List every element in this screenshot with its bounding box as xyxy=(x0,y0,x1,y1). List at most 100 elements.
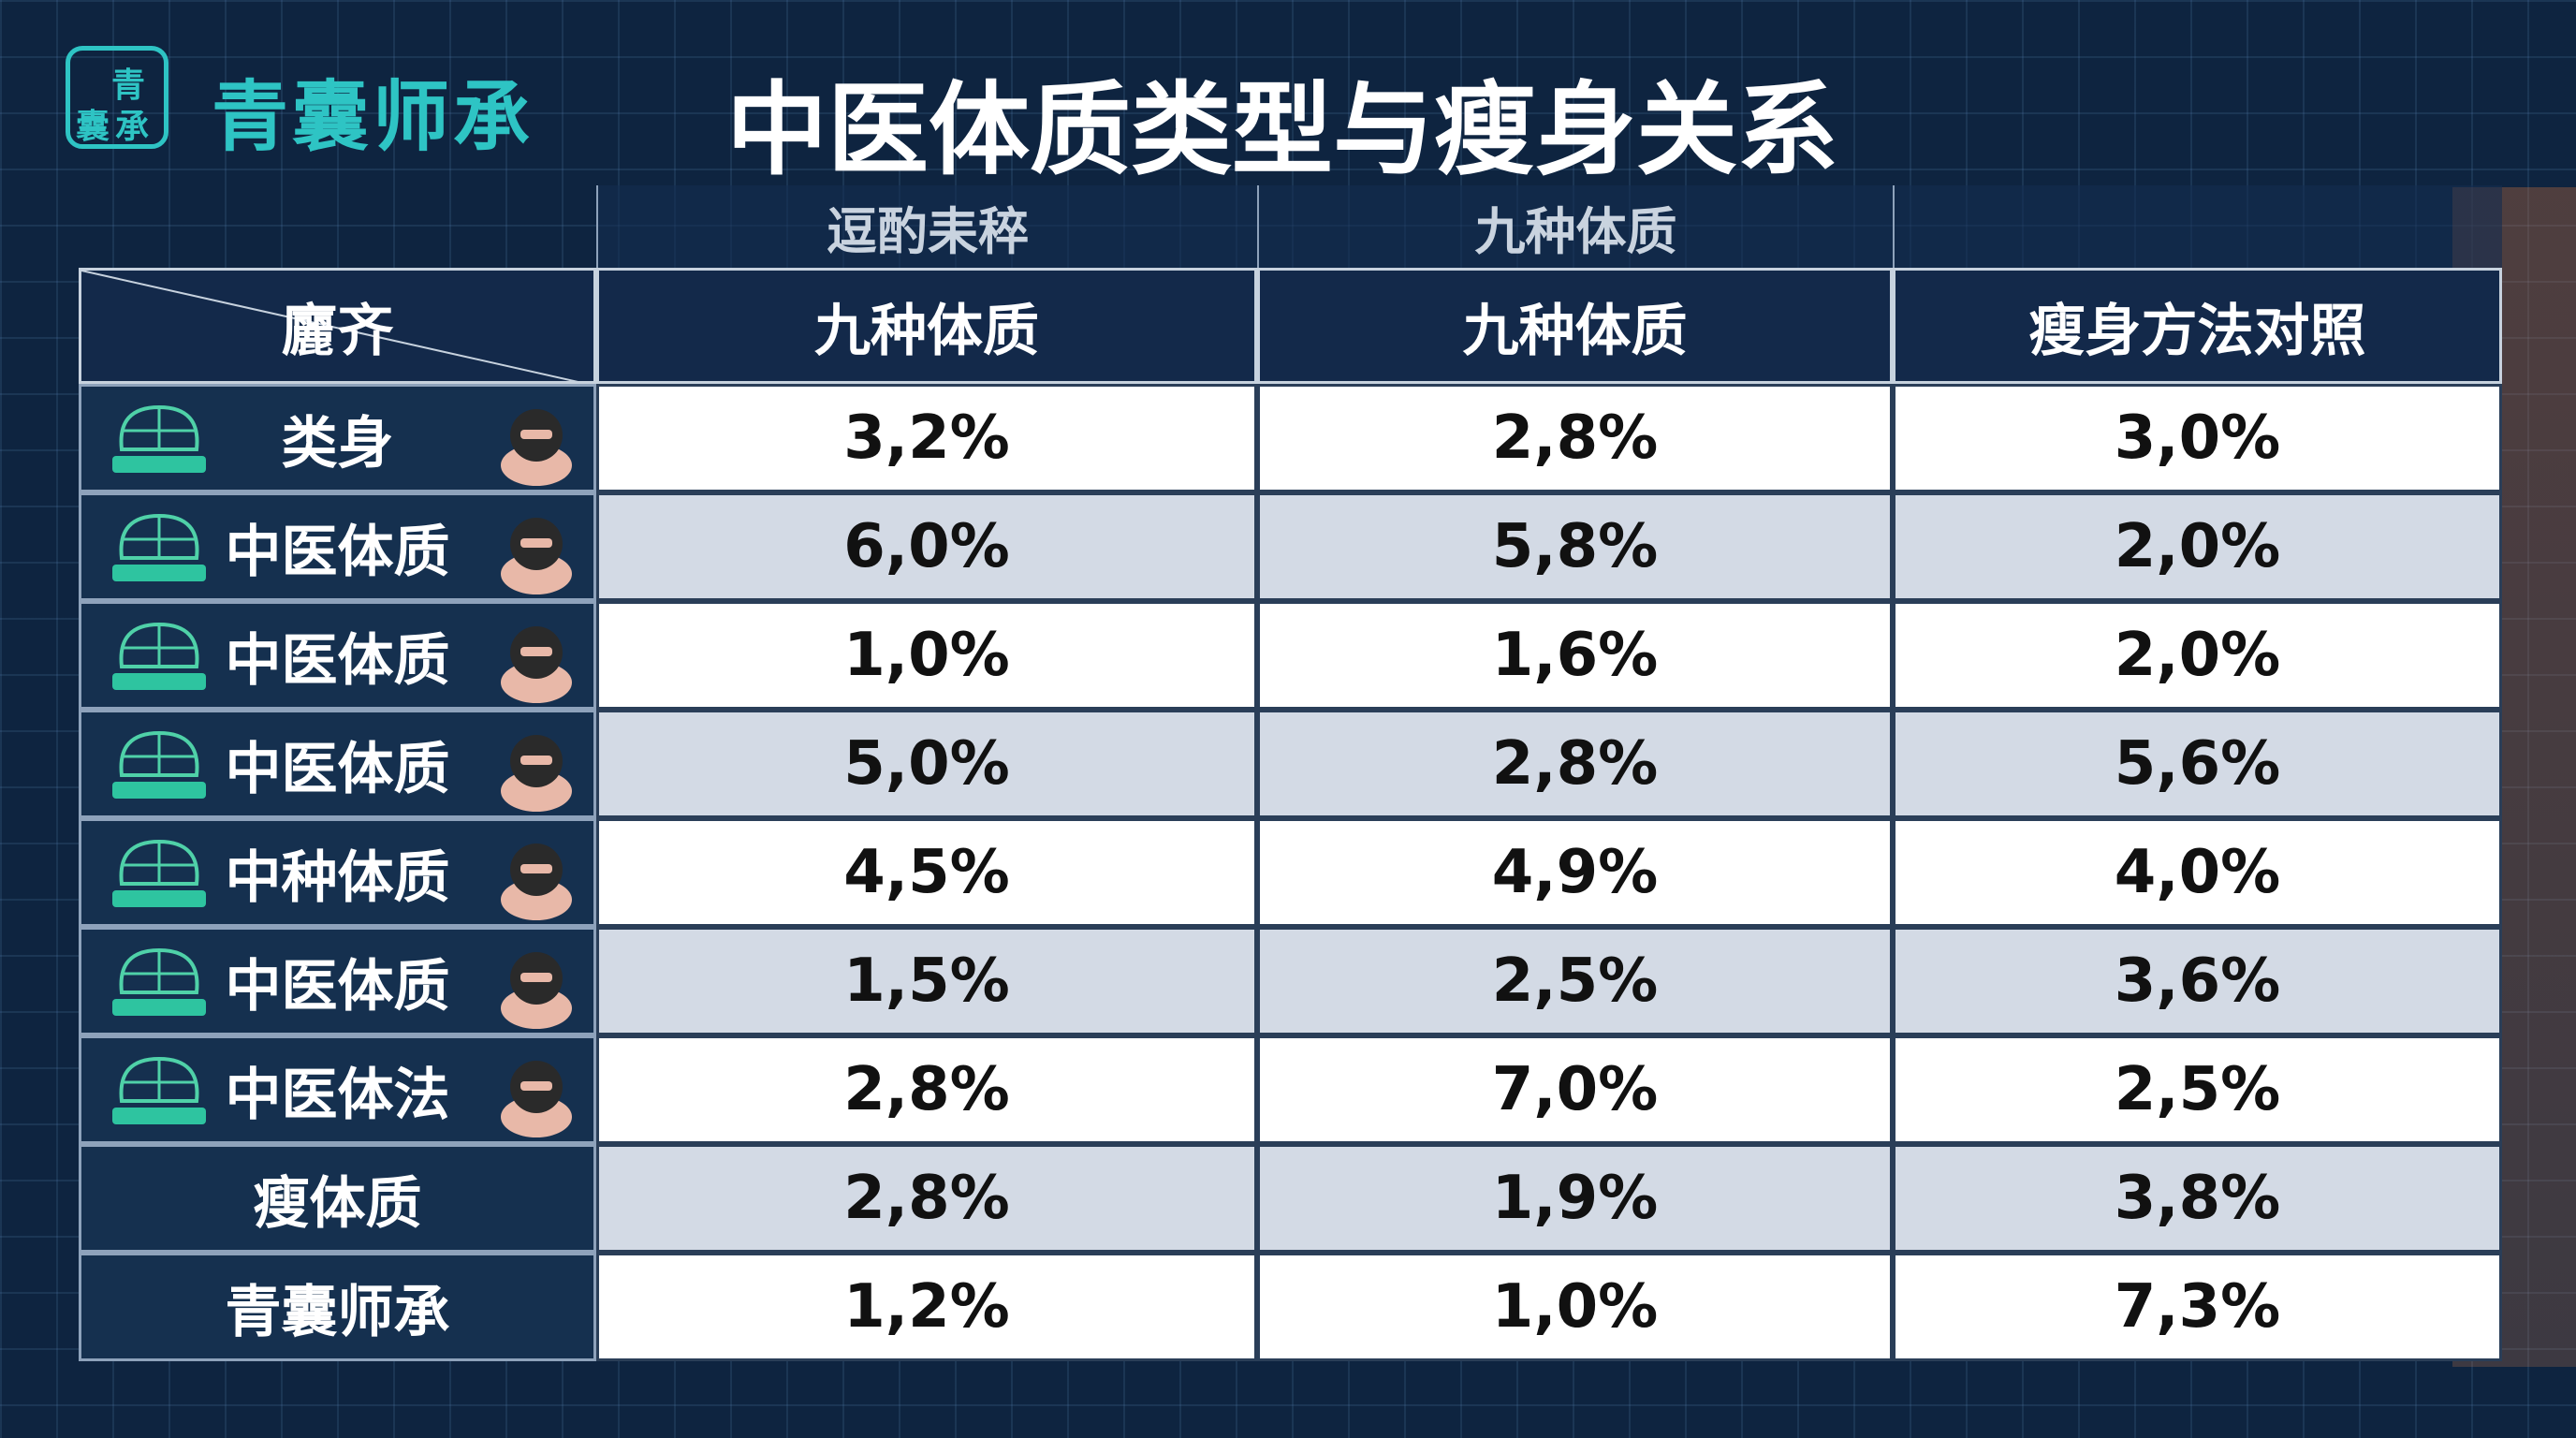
value-cell-text: 4,0% xyxy=(2114,838,2281,907)
value-cell-text: 3,2% xyxy=(843,404,1010,473)
value-cell-text: 2,8% xyxy=(1491,404,1659,473)
hat-icon xyxy=(112,947,206,1016)
value-cell: 2,5% xyxy=(1893,1035,2502,1144)
row-label-text: 青囊师承 xyxy=(225,1279,450,1345)
logo-name: 青囊师承 xyxy=(212,73,534,162)
value-cell-text: 3,8% xyxy=(2114,1164,2281,1233)
avatar-icon xyxy=(501,518,572,594)
super-header xyxy=(1893,185,2502,268)
value-cell-text: 1,9% xyxy=(1491,1164,1659,1233)
value-cell: 1,2% xyxy=(596,1253,1257,1361)
value-cell: 5,6% xyxy=(1893,710,2502,818)
value-cell-text: 1,0% xyxy=(843,621,1010,690)
row-label-text: 中种体质 xyxy=(225,844,450,911)
column-header: 九种体质 xyxy=(1257,268,1893,384)
value-cell-text: 2,0% xyxy=(2114,512,2281,581)
hat-icon xyxy=(112,730,206,799)
super-header: 九种体质 xyxy=(1257,185,1893,268)
row-label-text: 中医体质 xyxy=(225,627,450,694)
avatar-icon xyxy=(501,626,572,703)
value-cell: 2,8% xyxy=(596,1144,1257,1253)
value-cell-text: 2,8% xyxy=(843,1164,1010,1233)
value-cell-text: 2,8% xyxy=(843,1055,1010,1124)
value-cell: 2,0% xyxy=(1893,492,2502,601)
avatar-icon xyxy=(501,735,572,812)
table: 逗酌耒稡 九种体质 廲齐 九种体质 九种体质 瘦身方法对照 类身 3,2% 2,8% 3,0% 中医… xyxy=(79,185,2502,1361)
value-cell-text: 2,5% xyxy=(1491,946,1659,1016)
value-cell: 2,8% xyxy=(596,1035,1257,1144)
empty-cell xyxy=(79,185,596,268)
row-label: 类身 xyxy=(79,384,596,492)
value-cell: 1,9% xyxy=(1257,1144,1893,1253)
row-label-text: 瘦体质 xyxy=(253,1170,422,1237)
value-cell: 2,0% xyxy=(1893,601,2502,710)
avatar-icon xyxy=(501,952,572,1029)
page-title: 中医体质类型与瘦身关系 xyxy=(725,72,1838,189)
super-header-text: 逗酌耒稡 xyxy=(827,201,1029,261)
logo-char: 青 xyxy=(111,66,146,105)
value-cell-text: 5,0% xyxy=(843,729,1010,799)
hat-icon xyxy=(112,1056,206,1124)
super-header-text: 九种体质 xyxy=(1474,201,1677,261)
value-cell-text: 7,3% xyxy=(2114,1272,2281,1342)
value-cell-text: 2,0% xyxy=(2114,621,2281,690)
row-label: 中医体质 xyxy=(79,710,596,818)
value-cell-text: 5,8% xyxy=(1491,512,1659,581)
value-cell: 1,0% xyxy=(596,601,1257,710)
value-cell: 4,9% xyxy=(1257,818,1893,927)
value-cell-text: 1,6% xyxy=(1491,621,1659,690)
corner-header-text: 廲齐 xyxy=(281,298,394,364)
column-header-text: 九种体质 xyxy=(814,298,1039,364)
value-cell: 2,8% xyxy=(1257,384,1893,492)
value-cell: 4,0% xyxy=(1893,818,2502,927)
row-label: 中医体法 xyxy=(79,1035,596,1144)
hat-icon xyxy=(112,404,206,473)
row-label: 中种体质 xyxy=(79,818,596,927)
logo-char: 承 xyxy=(115,108,150,146)
row-label: 瘦体质 xyxy=(79,1144,596,1253)
value-cell-text: 3,6% xyxy=(2114,946,2281,1016)
value-cell: 2,8% xyxy=(1257,710,1893,818)
value-cell-text: 5,6% xyxy=(2114,729,2281,799)
value-cell: 5,0% xyxy=(596,710,1257,818)
value-cell: 7,0% xyxy=(1257,1035,1893,1144)
hat-icon xyxy=(112,622,206,690)
column-header: 九种体质 xyxy=(596,268,1257,384)
value-cell-text: 4,9% xyxy=(1491,838,1659,907)
row-label: 中医体质 xyxy=(79,927,596,1035)
value-cell-text: 2,5% xyxy=(2114,1055,2281,1124)
diagonal xyxy=(81,271,599,387)
hat-icon xyxy=(112,513,206,581)
row-label-text: 中医体法 xyxy=(225,1062,450,1128)
hat-icon xyxy=(112,839,206,907)
row-label: 青囊师承 xyxy=(79,1253,596,1361)
column-header-text: 九种体质 xyxy=(1462,298,1688,364)
value-cell-text: 1,5% xyxy=(843,946,1010,1016)
row-label: 中医体质 xyxy=(79,601,596,710)
value-cell: 3,0% xyxy=(1893,384,2502,492)
value-cell: 2,5% xyxy=(1257,927,1893,1035)
value-cell-text: 4,5% xyxy=(843,838,1010,907)
value-cell: 3,6% xyxy=(1893,927,2502,1035)
column-header: 瘦身方法对照 xyxy=(1893,268,2502,384)
row-label-text: 中医体质 xyxy=(225,519,450,585)
value-cell: 3,8% xyxy=(1893,1144,2502,1253)
corner-header: 廲齐 xyxy=(79,268,599,387)
row-label: 中医体质 xyxy=(79,492,596,601)
avatar-icon xyxy=(501,1061,572,1137)
value-cell-text: 1,0% xyxy=(1491,1272,1659,1342)
value-cell: 7,3% xyxy=(1893,1253,2502,1361)
logo-mark: 青 囊 承 xyxy=(66,46,168,149)
value-cell-text: 7,0% xyxy=(1491,1055,1659,1124)
column-header-text: 瘦身方法对照 xyxy=(2028,298,2366,364)
super-header: 逗酌耒稡 xyxy=(596,185,1257,268)
value-cell: 3,2% xyxy=(596,384,1257,492)
value-cell-text: 6,0% xyxy=(843,512,1010,581)
avatar-icon xyxy=(501,409,572,486)
value-cell: 1,6% xyxy=(1257,601,1893,710)
avatar-icon xyxy=(501,844,572,920)
row-label-text: 中医体质 xyxy=(225,953,450,1020)
logo-char: 囊 xyxy=(76,108,110,146)
value-cell: 4,5% xyxy=(596,818,1257,927)
